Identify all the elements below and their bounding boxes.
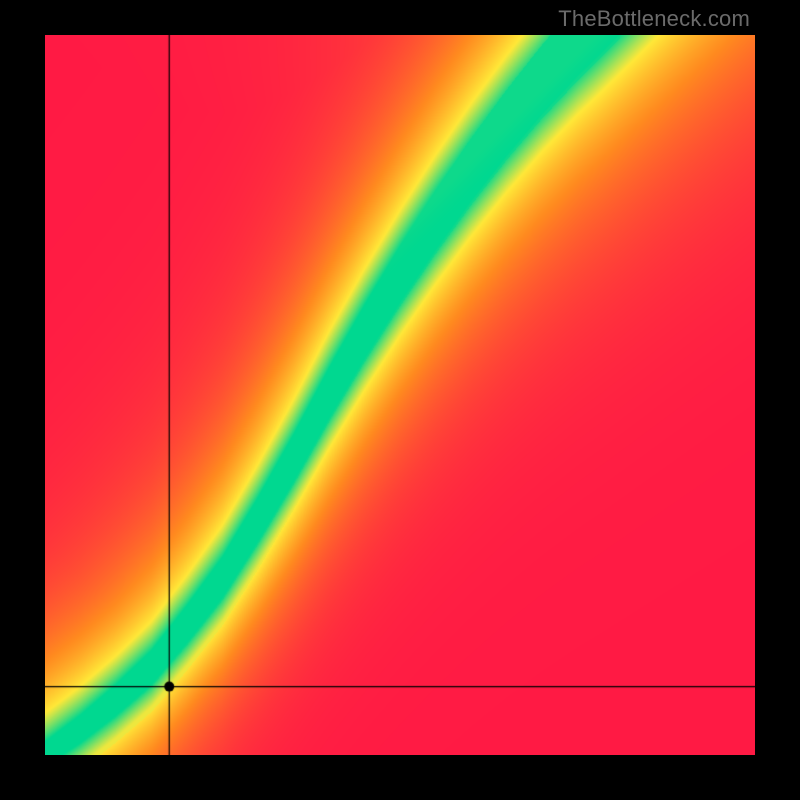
heatmap-plot [45, 35, 755, 755]
chart-container: TheBottleneck.com [0, 0, 800, 800]
heatmap-canvas [45, 35, 755, 755]
watermark-text: TheBottleneck.com [558, 6, 750, 32]
